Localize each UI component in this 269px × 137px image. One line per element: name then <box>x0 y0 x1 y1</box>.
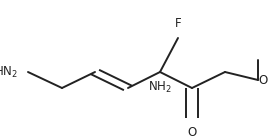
Text: O: O <box>258 73 267 86</box>
Text: O: O <box>187 126 197 137</box>
Text: HN$_2$: HN$_2$ <box>0 64 18 80</box>
Text: NH$_2$: NH$_2$ <box>148 80 172 95</box>
Text: F: F <box>175 17 181 30</box>
